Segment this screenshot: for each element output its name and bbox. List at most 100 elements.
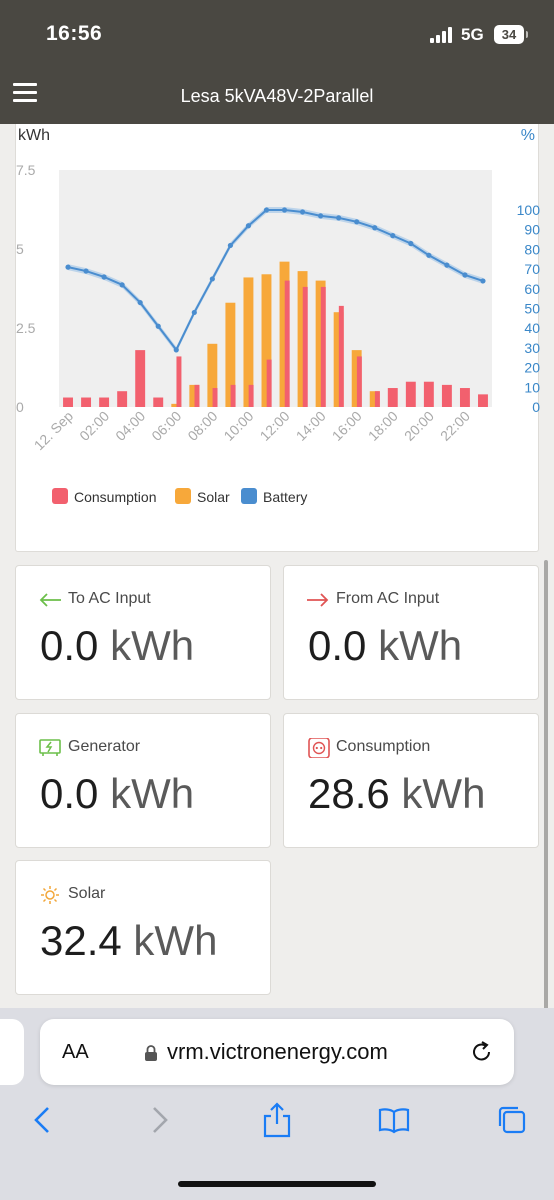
solar-bar <box>261 274 272 407</box>
x-tick-label: 12:00 <box>257 408 293 444</box>
home-indicator <box>178 1181 376 1187</box>
tile-label: Solar <box>68 885 106 902</box>
battery-point <box>65 264 71 270</box>
consumption-bar <box>212 388 218 407</box>
battery-icon: 34 <box>494 25 528 44</box>
to-ac-input-tile[interactable]: To AC Input 0.0 kWh <box>15 565 271 700</box>
consumption-bar <box>320 286 326 407</box>
consumption-bar <box>387 388 398 407</box>
solar-tile[interactable]: Solar 32.4 kWh <box>15 860 271 995</box>
right-tick-label: 30 <box>524 340 540 356</box>
consumption-bar <box>266 359 272 407</box>
x-tick-label: 04:00 <box>112 408 148 444</box>
battery-point <box>245 223 252 229</box>
battery-point <box>227 242 233 249</box>
generator-tile[interactable]: Generator 0.0 kWh <box>15 713 271 848</box>
battery-point <box>83 268 89 274</box>
battery-point <box>191 309 197 316</box>
x-tick-label: 06:00 <box>148 408 184 444</box>
tile-label: From AC Input <box>336 590 440 607</box>
back-icon[interactable] <box>24 1100 60 1140</box>
consumption-bar <box>459 388 470 407</box>
x-tick-label: 18:00 <box>365 408 401 444</box>
solar-bar <box>315 280 326 407</box>
legend-swatch <box>52 488 68 504</box>
right-tick-label: 10 <box>524 379 540 395</box>
tile-value: 32.4 kWh <box>40 917 218 964</box>
left-axis-unit: kWh <box>18 127 50 144</box>
consumption-bar <box>153 397 164 407</box>
right-tick-label: 50 <box>524 301 540 317</box>
consumption-bar <box>99 397 110 407</box>
solar-bar <box>243 277 254 407</box>
x-tick-label: 08:00 <box>184 408 220 444</box>
x-tick-label: 14:00 <box>293 408 329 444</box>
legend-label: Battery <box>263 489 307 505</box>
battery-point <box>408 240 414 247</box>
tile-label: Generator <box>68 738 141 755</box>
forward-icon[interactable] <box>142 1100 178 1140</box>
solar-bar <box>189 384 200 407</box>
right-tick-label: 100 <box>517 202 540 218</box>
solar-bar <box>207 343 218 407</box>
tile-label: To AC Input <box>68 590 151 607</box>
app-header: Lesa 5kVA48V-2Parallel <box>0 68 554 124</box>
x-tick-label: 12. Sep <box>31 408 77 454</box>
left-tick-label: 7.5 <box>16 162 36 178</box>
battery-point <box>462 272 468 278</box>
solar-bar <box>297 271 308 407</box>
solar-bar <box>333 312 344 407</box>
right-tick-label: 20 <box>524 360 540 376</box>
x-tick-label: 10:00 <box>220 408 256 444</box>
page-title: Lesa 5kVA48V-2Parallel <box>180 86 374 106</box>
signal-icon <box>430 27 456 43</box>
left-tick-label: 0 <box>16 399 24 415</box>
consumption-bar <box>441 384 452 407</box>
battery-point <box>299 209 306 215</box>
battery-point <box>480 278 486 284</box>
battery-point <box>426 252 432 258</box>
battery-point <box>263 207 270 213</box>
consumption-bar <box>374 391 380 407</box>
legend-swatch <box>241 488 257 504</box>
battery-point <box>101 274 107 280</box>
tabs-icon[interactable] <box>494 1100 530 1140</box>
previous-tab[interactable] <box>0 1019 24 1085</box>
network-type: 5G <box>461 25 484 44</box>
tile-value: 0.0 kWh <box>40 770 195 817</box>
consumption-bar <box>194 384 200 407</box>
url-text[interactable]: vrm.victronenergy.com <box>167 1039 388 1064</box>
sun-icon <box>41 886 59 904</box>
tile-value: 28.6 kWh <box>308 770 486 817</box>
solar-bar <box>279 261 290 407</box>
scrollbar[interactable] <box>544 560 548 1010</box>
solar-bar <box>369 391 380 407</box>
address-bar[interactable]: AA vrm.victronenergy.com <box>40 1019 514 1085</box>
right-tick-label: 60 <box>524 281 540 297</box>
solar-bar <box>225 302 236 407</box>
text-size-button[interactable]: AA <box>62 1041 89 1063</box>
consumption-bar <box>405 381 416 407</box>
reload-icon[interactable] <box>469 1039 495 1065</box>
menu-icon[interactable] <box>13 83 37 103</box>
tile-label: Consumption <box>336 738 431 755</box>
left-tick-label: 2.5 <box>16 320 36 336</box>
right-tick-label: 70 <box>524 261 540 277</box>
battery-point <box>173 347 179 353</box>
generator-icon <box>39 739 61 756</box>
share-icon[interactable] <box>259 1100 295 1140</box>
consumption-tile[interactable]: Consumption 28.6 kWh <box>283 713 539 848</box>
socket-icon <box>308 738 330 758</box>
battery-point <box>318 213 324 219</box>
battery-point <box>137 299 143 306</box>
right-tick-label: 90 <box>524 222 540 238</box>
battery-point <box>354 219 360 225</box>
energy-chart-card: kWh% 7.5 5 2.5 0 100 90 80 70 60 50 40 30 20 10 0 12. Se… <box>15 124 540 552</box>
from-ac-input-tile[interactable]: From AC Input 0.0 kWh <box>283 565 539 700</box>
right-tick-label: 0 <box>532 399 540 415</box>
lock-icon <box>145 1045 157 1061</box>
bookmarks-icon[interactable] <box>376 1100 412 1140</box>
right-tick-label: 40 <box>524 320 540 336</box>
consumption-bar <box>117 391 128 407</box>
